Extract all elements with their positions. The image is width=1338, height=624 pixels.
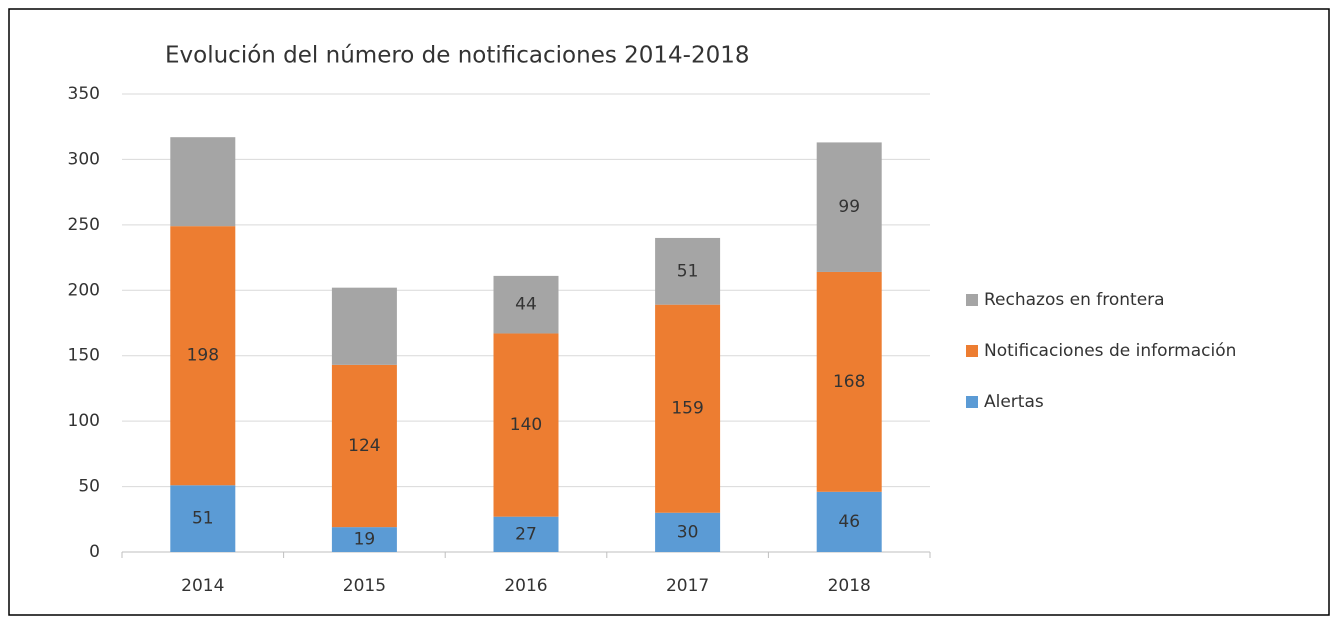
legend-label: Notificaciones de información <box>984 341 1236 361</box>
y-tick-label: 150 <box>68 346 100 366</box>
bar-segment <box>655 237 721 305</box>
data-label: 19 <box>354 530 376 550</box>
legend-label: Rechazos en frontera <box>984 290 1165 310</box>
data-label: 30 <box>677 522 699 542</box>
data-label: 99 <box>838 197 860 217</box>
bar-segment <box>816 142 882 272</box>
data-label: 198 <box>187 346 219 366</box>
bar-segment <box>655 304 721 513</box>
x-tick-label: 2014 <box>181 576 224 596</box>
legend-swatch <box>966 396 978 408</box>
bar-segment <box>816 271 882 492</box>
legend-label: Alertas <box>984 392 1044 412</box>
chart-title: Evolución del número de notificaciones 2… <box>165 43 750 69</box>
bar-segment <box>493 516 559 552</box>
data-label: 51 <box>192 509 214 529</box>
data-label: 51 <box>677 261 699 281</box>
y-tick-label: 50 <box>78 477 100 497</box>
x-tick-label: 2017 <box>666 576 709 596</box>
data-label: 44 <box>515 295 537 315</box>
x-tick-label: 2015 <box>343 576 386 596</box>
bar-segment <box>493 333 559 517</box>
bar-segment <box>170 226 236 486</box>
bar-segment <box>331 527 397 552</box>
bar-segment <box>493 275 559 334</box>
data-label: 140 <box>510 415 542 435</box>
y-tick-label: 200 <box>68 280 100 300</box>
y-tick-label: 100 <box>68 411 100 431</box>
bar-segment <box>170 137 236 227</box>
legend-swatch <box>966 294 978 306</box>
y-tick-label: 0 <box>89 542 100 562</box>
bar-segment <box>816 491 882 552</box>
data-label: 159 <box>671 399 703 419</box>
y-tick-label: 250 <box>68 215 100 235</box>
data-label: 124 <box>348 436 380 456</box>
bar-segment <box>170 485 236 552</box>
data-label: 168 <box>833 372 865 392</box>
bar-segment <box>331 364 397 528</box>
y-tick-label: 300 <box>68 149 100 169</box>
data-label: 27 <box>515 524 537 544</box>
y-tick-label: 350 <box>68 84 100 104</box>
bar-segment <box>331 287 397 365</box>
legend-swatch <box>966 345 978 357</box>
data-label: 46 <box>838 512 860 532</box>
x-tick-label: 2018 <box>828 576 871 596</box>
x-tick-label: 2016 <box>504 576 547 596</box>
bar-segment <box>655 512 721 552</box>
